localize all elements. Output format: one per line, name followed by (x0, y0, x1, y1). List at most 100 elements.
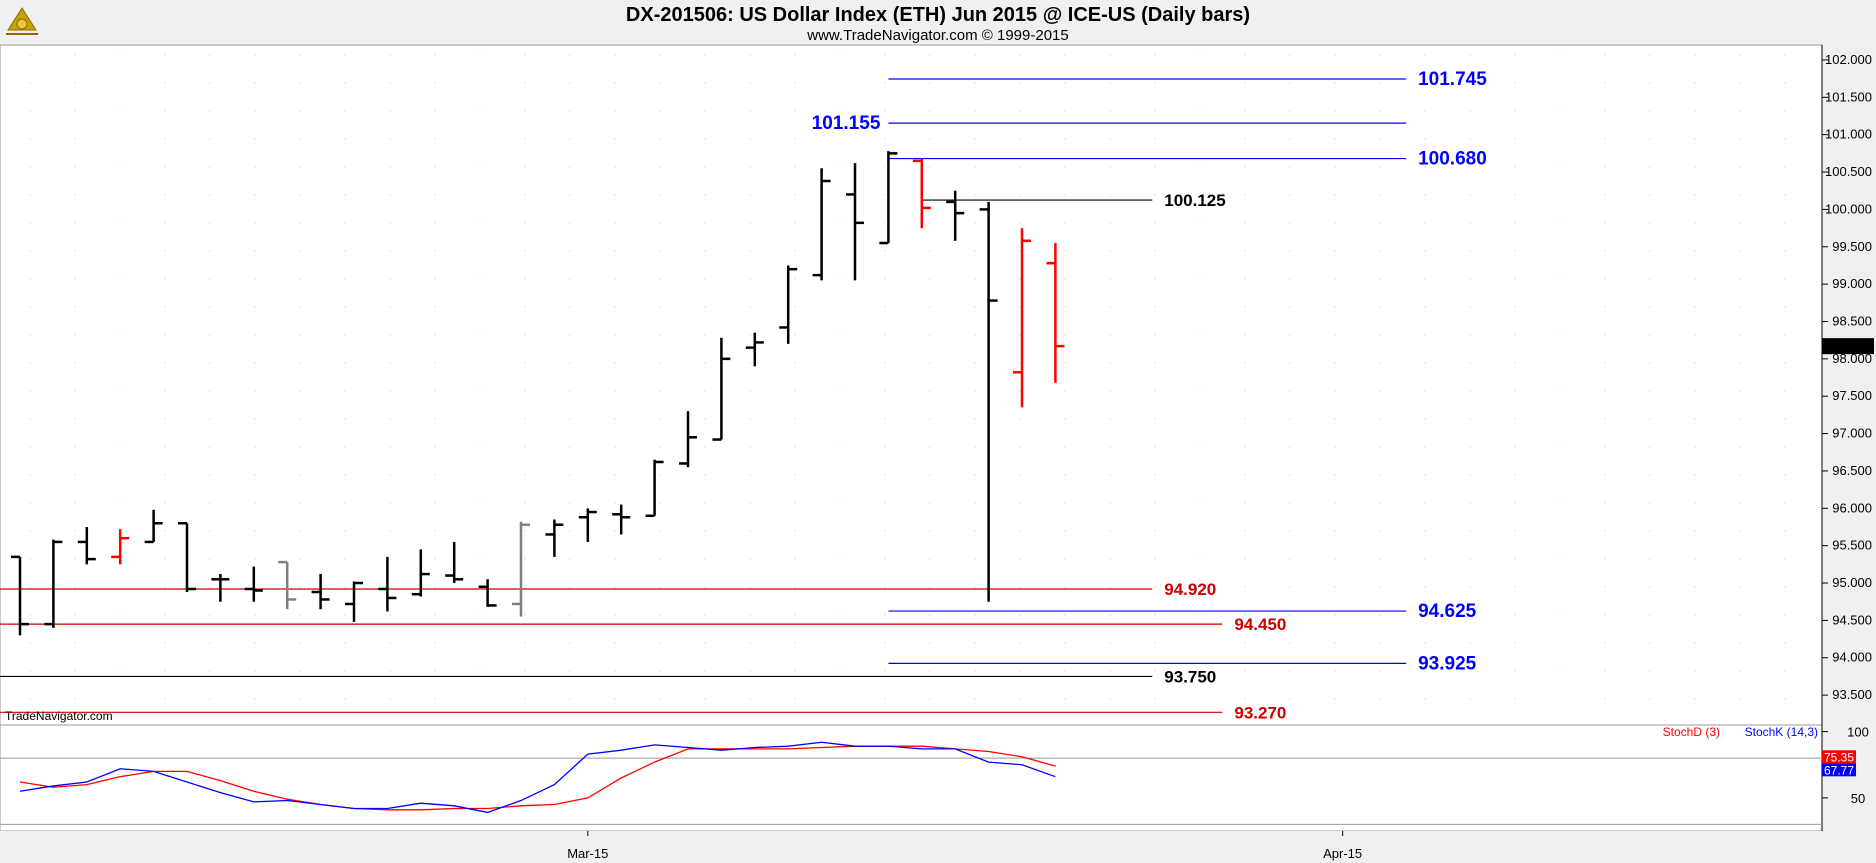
grid-dot (974, 530, 976, 532)
grid-dot (794, 306, 796, 308)
grid-dot (119, 334, 121, 336)
grid-dot (1289, 670, 1291, 672)
grid-dot (1424, 642, 1426, 644)
grid-dot (884, 446, 886, 448)
header-band (0, 0, 1876, 45)
grid-dot (749, 418, 751, 420)
grid-dot (749, 110, 751, 112)
grid-dot (434, 82, 436, 84)
grid-dot (1289, 278, 1291, 280)
grid-dot (1784, 446, 1786, 448)
grid-dot (1154, 278, 1156, 280)
grid-dot (1469, 670, 1471, 672)
grid-dot (1604, 418, 1606, 420)
grid-dot (1289, 698, 1291, 700)
grid-dot (839, 54, 841, 56)
price-bar (612, 504, 631, 535)
grid-dot (1019, 586, 1021, 588)
grid-dot (1019, 474, 1021, 476)
price-bar (211, 574, 230, 602)
grid-dot (1064, 306, 1066, 308)
grid-dot (1514, 586, 1516, 588)
grid-dot (1244, 362, 1246, 364)
grid-dot (884, 250, 886, 252)
grid-dot (1604, 502, 1606, 504)
grid-dot (299, 670, 301, 672)
grid-dot (1379, 390, 1381, 392)
grid-dot (1649, 390, 1651, 392)
grid-dot (254, 194, 256, 196)
grid-dot (1424, 194, 1426, 196)
price-bar (445, 541, 464, 584)
grid-dot (1784, 278, 1786, 280)
grid-dot (1334, 530, 1336, 532)
grid-dot (1379, 502, 1381, 504)
grid-dot (1649, 54, 1651, 56)
grid-dot (119, 390, 121, 392)
grid-dot (1559, 54, 1561, 56)
grid-dot (29, 390, 31, 392)
grid-dot (434, 502, 436, 504)
grid-dot (569, 530, 571, 532)
grid-dot (299, 698, 301, 700)
grid-dot (614, 278, 616, 280)
grid-dot (1559, 334, 1561, 336)
grid-dot (389, 418, 391, 420)
level-label: 93.925 (1418, 653, 1477, 674)
grid-dot (1334, 418, 1336, 420)
grid-dot (1334, 138, 1336, 140)
grid-dot (1604, 614, 1606, 616)
grid-dot (749, 642, 751, 644)
grid-dot (524, 166, 526, 168)
grid-dot (1424, 698, 1426, 700)
grid-dot (1694, 446, 1696, 448)
grid-dot (749, 194, 751, 196)
grid-dot (74, 642, 76, 644)
grid-dot (1379, 614, 1381, 616)
grid-dot (1289, 530, 1291, 532)
grid-dot (1694, 54, 1696, 56)
grid-dot (1694, 614, 1696, 616)
grid-dot (1694, 334, 1696, 336)
grid-dot (974, 278, 976, 280)
grid-dot (1064, 166, 1066, 168)
grid-dot (1604, 558, 1606, 560)
grid-dot (1019, 250, 1021, 252)
grid-dot (1559, 222, 1561, 224)
stoch-tick-label: 100 (1847, 725, 1869, 740)
grid-dot (1784, 670, 1786, 672)
grid-dot (794, 166, 796, 168)
grid-dot (524, 474, 526, 476)
grid-dot (1559, 586, 1561, 588)
grid-dot (569, 306, 571, 308)
grid-dot (1604, 250, 1606, 252)
grid-dot (209, 82, 211, 84)
grid-dot (1604, 138, 1606, 140)
grid-dot (1064, 54, 1066, 56)
grid-dot (209, 306, 211, 308)
grid-dot (1334, 446, 1336, 448)
grid-dot (299, 250, 301, 252)
grid-dot (479, 474, 481, 476)
watermark: TradeNavigator.com (5, 709, 113, 723)
grid-dot (1739, 446, 1741, 448)
grid-dot (29, 418, 31, 420)
price-bar (979, 201, 998, 602)
grid-dot (1019, 446, 1021, 448)
grid-dot (1334, 474, 1336, 476)
grid-dot (299, 642, 301, 644)
grid-dot (164, 110, 166, 112)
grid-dot (1559, 698, 1561, 700)
grid-dot (1109, 698, 1111, 700)
grid-dot (1469, 54, 1471, 56)
background-grid (29, 54, 1786, 700)
grid-dot (1199, 502, 1201, 504)
grid-dot (1559, 306, 1561, 308)
grid-dot (839, 418, 841, 420)
grid-dot (1289, 306, 1291, 308)
grid-dot (1379, 474, 1381, 476)
grid-dot (389, 138, 391, 140)
grid-dot (1424, 334, 1426, 336)
grid-dot (1244, 418, 1246, 420)
grid-dot (1469, 306, 1471, 308)
